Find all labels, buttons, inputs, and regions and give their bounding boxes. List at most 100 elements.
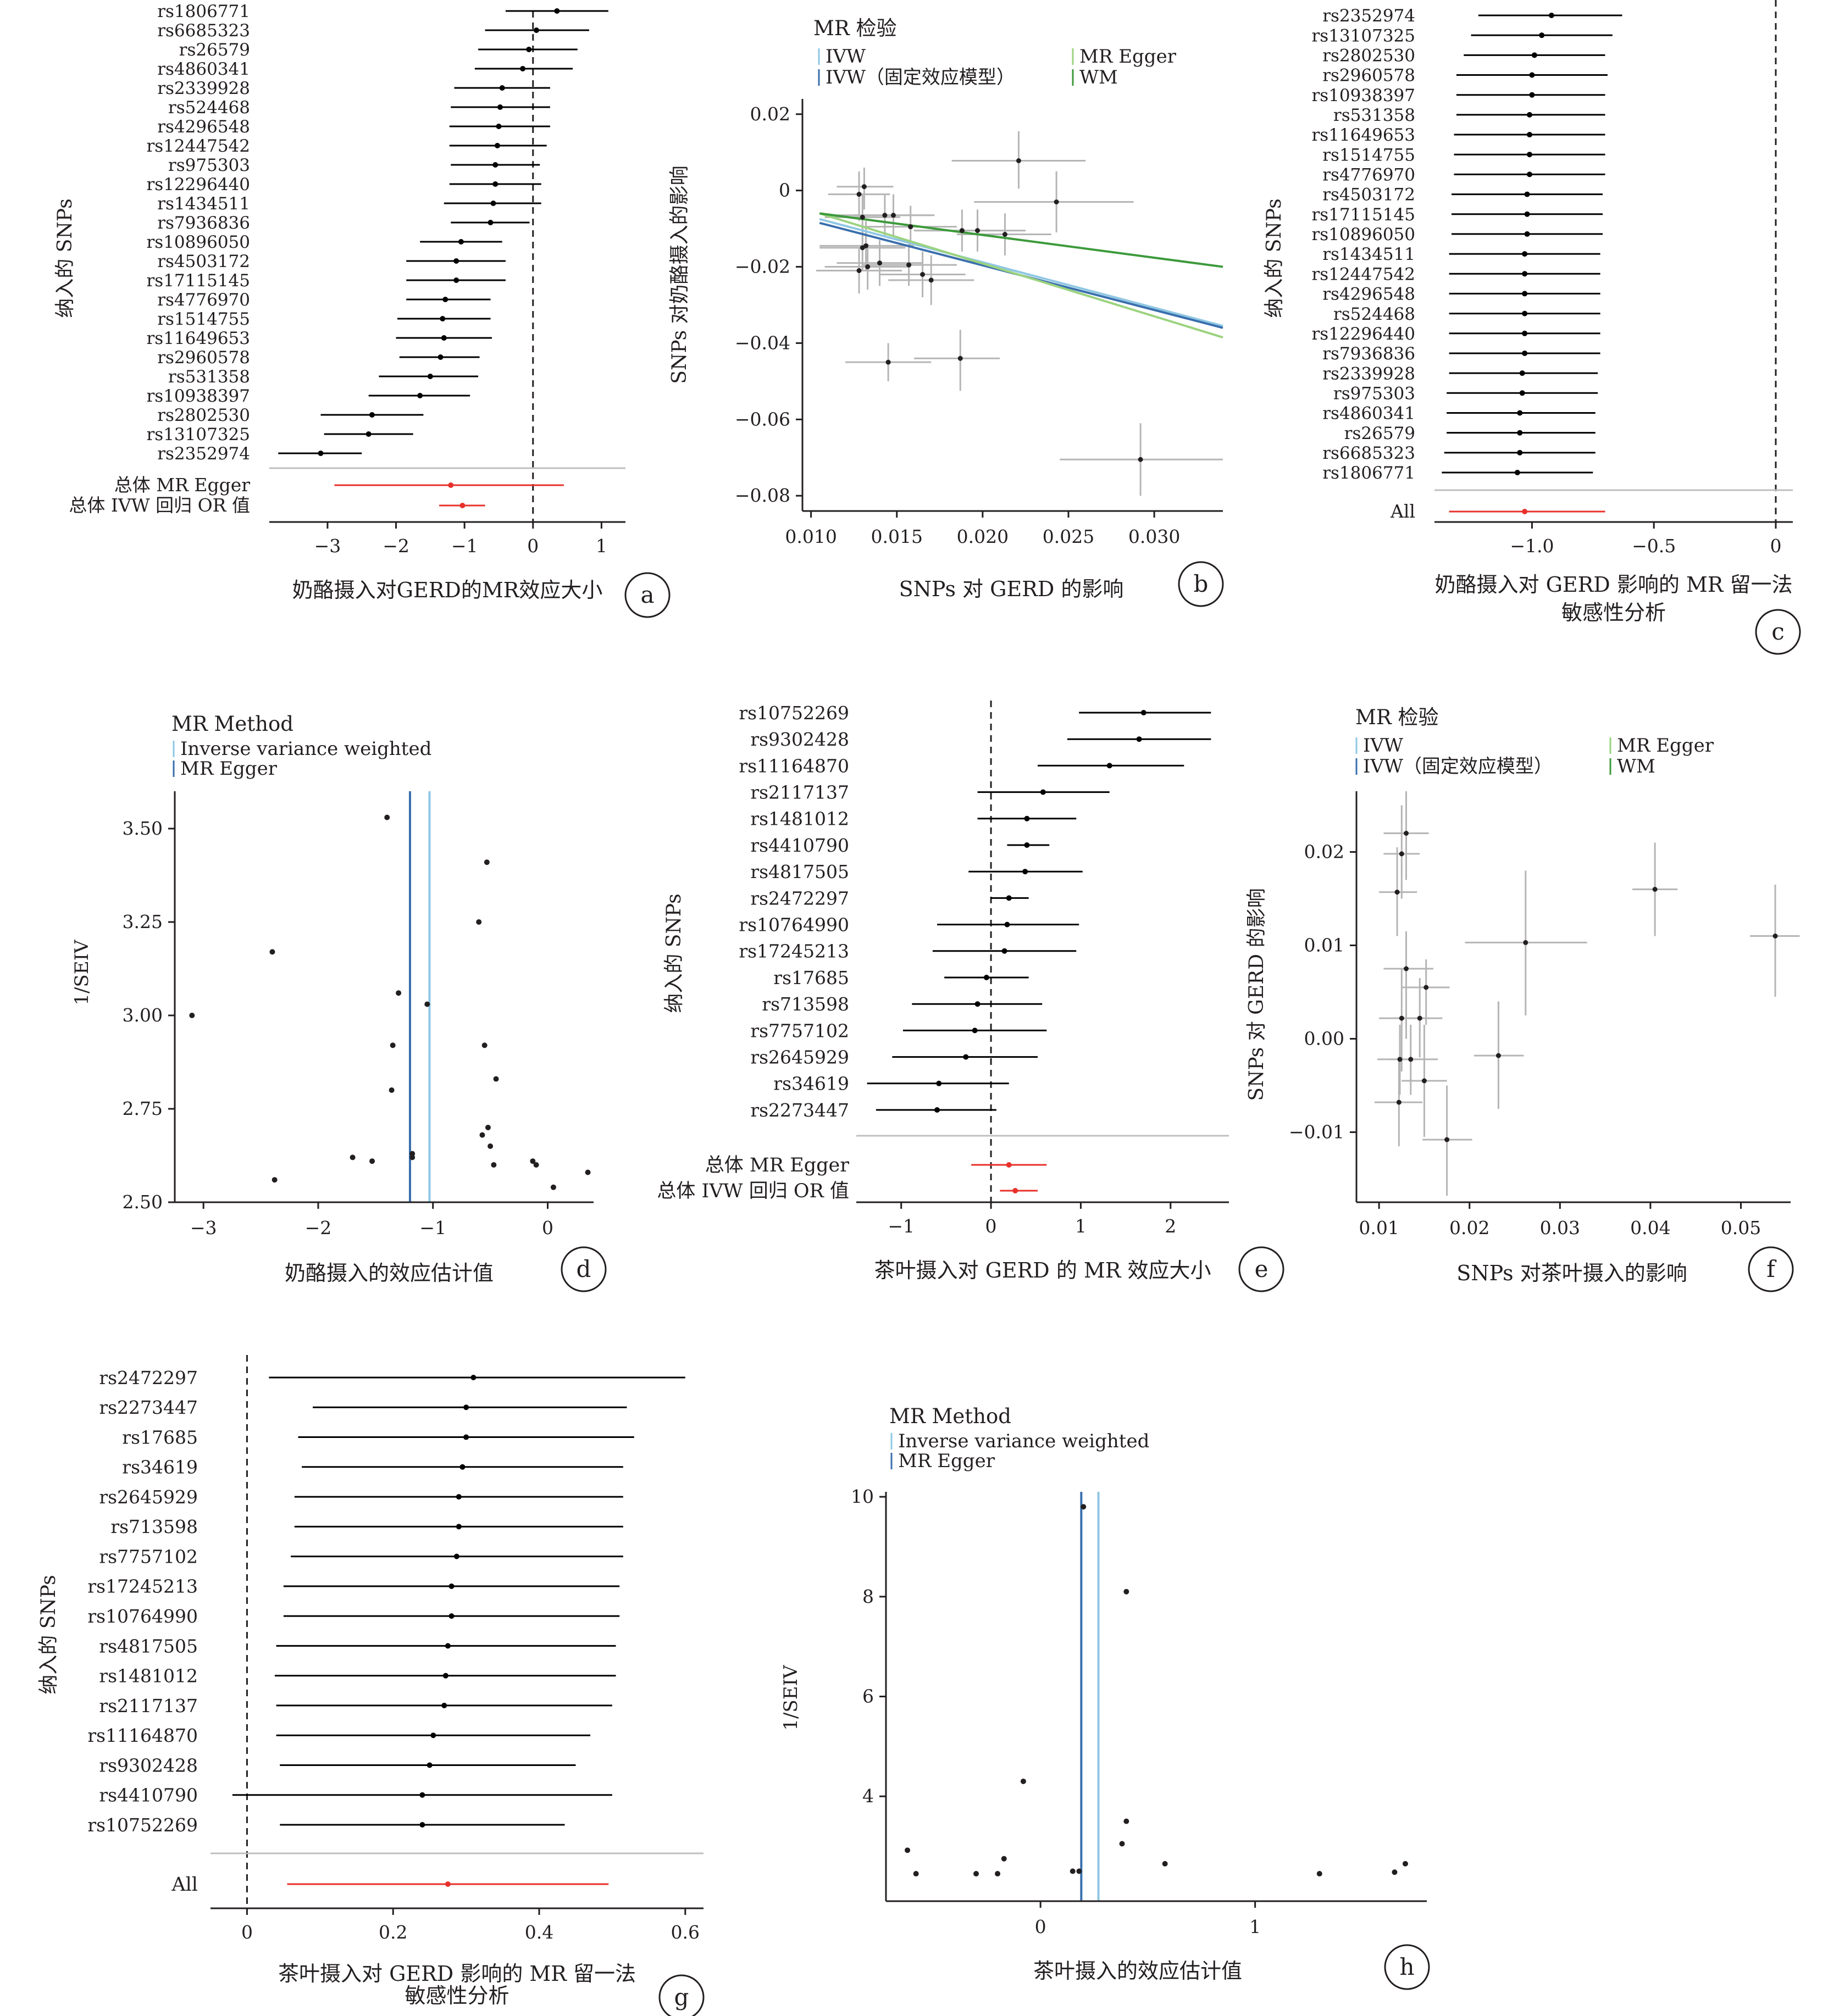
snp-point xyxy=(390,1042,396,1048)
snp-point xyxy=(1399,851,1404,857)
x-tick-label: −1 xyxy=(419,1217,446,1239)
panel-badge xyxy=(1748,1246,1794,1292)
snp-label: rs2802530 xyxy=(157,406,250,425)
estimate-point xyxy=(526,47,532,52)
snp-point xyxy=(189,1013,195,1018)
panel-badge xyxy=(624,572,671,618)
estimate-point xyxy=(488,220,494,225)
snp-point xyxy=(1421,1078,1427,1084)
snp-point xyxy=(479,1132,485,1138)
snp-label: rs4503172 xyxy=(157,252,250,271)
snp-point xyxy=(269,949,275,955)
y-tick-label: 2.75 xyxy=(123,1098,163,1119)
estimate-point xyxy=(520,66,526,71)
snp-label: rs713598 xyxy=(762,993,849,1015)
y-axis-label: 纳入的 SNPs xyxy=(54,198,76,318)
snp-label: rs10938397 xyxy=(146,386,250,406)
x-tick-label: −2 xyxy=(305,1217,332,1239)
panel-badge-label: f xyxy=(1766,1256,1777,1282)
snp-label: rs4817505 xyxy=(99,1635,198,1657)
panel-badge-label: b xyxy=(1194,570,1209,597)
snp-point xyxy=(877,260,883,266)
estimate-point xyxy=(1524,211,1530,217)
snp-label: rs2117137 xyxy=(750,781,849,803)
snp-label: rs12447542 xyxy=(1311,264,1415,284)
overall-point xyxy=(1006,1162,1012,1168)
snp-label: rs4776970 xyxy=(157,290,250,310)
y-tick-label: 0.01 xyxy=(1304,935,1344,956)
estimate-point xyxy=(453,277,459,283)
snp-label: rs2339928 xyxy=(1322,364,1415,384)
snp-point xyxy=(1020,1778,1026,1784)
snp-label: rs4817505 xyxy=(750,861,849,882)
estimate-point xyxy=(1040,789,1046,795)
estimate-point xyxy=(496,124,502,129)
estimate-point xyxy=(459,1464,466,1470)
panel-badge-label: a xyxy=(640,581,654,608)
estimate-point xyxy=(419,1822,425,1828)
legend-title: MR Method xyxy=(889,1404,1011,1428)
snp-label: rs10896050 xyxy=(1311,225,1415,245)
estimate-point xyxy=(441,1702,447,1708)
x-tick-label: −1.0 xyxy=(1510,535,1554,557)
snp-point xyxy=(882,213,888,218)
estimate-point xyxy=(972,1028,978,1034)
snp-label: rs524468 xyxy=(168,98,250,118)
snp-point xyxy=(272,1177,278,1183)
snp-point xyxy=(369,1158,375,1164)
snp-label: rs13107325 xyxy=(146,425,250,445)
estimate-point xyxy=(1529,72,1535,78)
snp-label: rs975303 xyxy=(1333,384,1415,403)
legend-title: MR Method xyxy=(171,712,293,736)
estimate-point xyxy=(936,1080,942,1086)
snp-label: rs11649653 xyxy=(146,329,250,348)
x-tick-label: 1 xyxy=(1249,1916,1261,1937)
y-tick-label: 3.25 xyxy=(123,911,163,932)
snp-label: rs6685323 xyxy=(157,21,250,41)
legend-entry: MR Egger xyxy=(898,1450,995,1472)
estimate-point xyxy=(1106,763,1112,769)
estimate-point xyxy=(1519,370,1525,376)
snp-label: rs975303 xyxy=(168,155,250,175)
x-axis-label-line2: 敏感性分析 xyxy=(405,1984,509,2008)
y-tick-label: 0.02 xyxy=(750,103,790,125)
legend-entry: Inverse variance weighted xyxy=(898,1430,1149,1452)
legend-entry: MR Egger xyxy=(1079,46,1177,68)
snp-point xyxy=(530,1158,536,1164)
y-tick-label: −0.01 xyxy=(1289,1121,1344,1143)
snp-point xyxy=(488,1143,494,1149)
x-tick-label: 0 xyxy=(527,535,539,557)
estimate-point xyxy=(1517,410,1523,416)
estimate-point xyxy=(497,104,503,110)
estimate-point xyxy=(365,431,372,437)
estimate-point xyxy=(1524,231,1530,237)
snp-point xyxy=(860,245,865,251)
legend-entry: Inverse variance weighted xyxy=(180,738,431,760)
estimate-point xyxy=(463,1404,469,1410)
snp-point xyxy=(957,356,963,361)
snp-point xyxy=(424,1001,430,1007)
estimate-point xyxy=(554,8,560,14)
snp-point xyxy=(1076,1868,1082,1874)
snp-label: rs17685 xyxy=(122,1426,198,1448)
snp-point xyxy=(1394,890,1400,895)
snp-label: rs6685323 xyxy=(1322,443,1415,463)
snp-label: rs531358 xyxy=(1333,105,1415,125)
snp-point xyxy=(905,1847,911,1853)
overall-label: 总体 IVW 回归 OR 值 xyxy=(69,495,250,516)
snp-point xyxy=(1772,934,1778,938)
estimate-point xyxy=(1526,132,1532,138)
x-tick-label: 0.04 xyxy=(1630,1217,1670,1239)
estimate-point xyxy=(453,258,459,264)
y-tick-label: 10 xyxy=(851,1486,874,1507)
estimate-point xyxy=(1522,350,1528,356)
snp-point xyxy=(1408,1057,1414,1062)
estimate-point xyxy=(490,201,496,206)
x-tick-label: 0.015 xyxy=(871,526,922,547)
snp-label: rs26579 xyxy=(179,40,250,60)
x-tick-label: −1 xyxy=(451,535,478,557)
y-tick-label: −0.02 xyxy=(735,256,790,277)
snp-point xyxy=(533,1162,539,1168)
x-tick-label: 0.010 xyxy=(785,526,837,547)
snp-point xyxy=(1054,199,1059,204)
